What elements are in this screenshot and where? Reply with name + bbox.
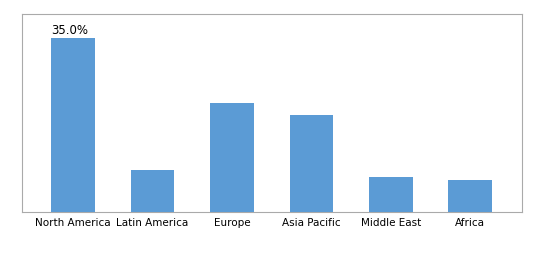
Bar [51, 38, 95, 212]
Bar [369, 177, 413, 212]
Bar [448, 180, 492, 212]
Bar [131, 170, 174, 212]
Bar [289, 115, 333, 212]
Text: 35.0%: 35.0% [51, 24, 88, 37]
Bar [210, 103, 254, 212]
